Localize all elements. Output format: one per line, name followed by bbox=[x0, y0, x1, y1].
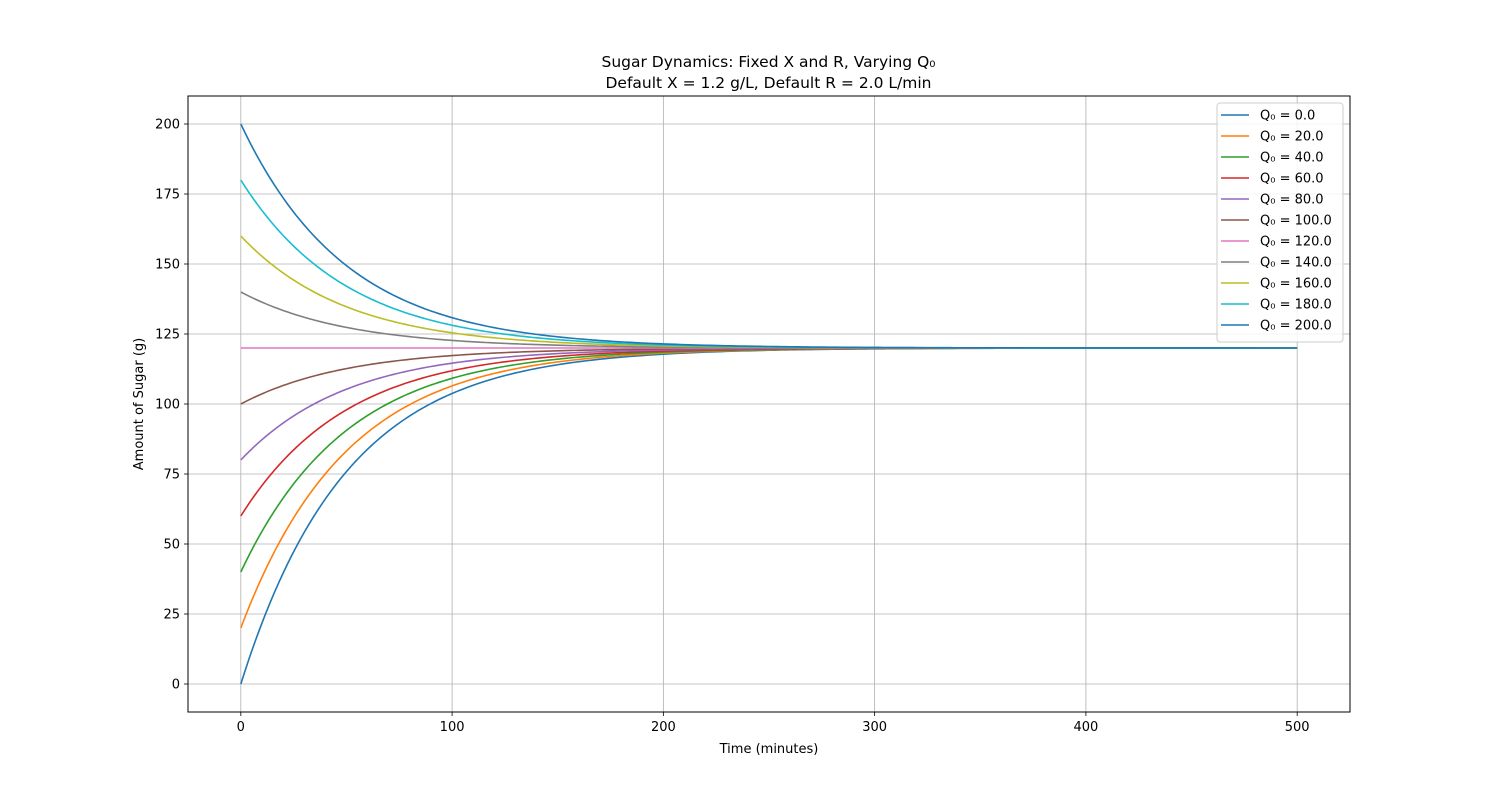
legend-label: Q₀ = 60.0 bbox=[1260, 172, 1324, 187]
legend: Q₀ = 0.0 Q₀ = 20.0 Q₀ = 40.0 Q₀ = 60.0 Q₀ = … bbox=[1216, 102, 1344, 343]
y-tick-label: 50 bbox=[163, 538, 180, 553]
y-tick-label: 175 bbox=[155, 188, 180, 203]
y-tick-label: 0 bbox=[172, 678, 180, 693]
chart-title: Sugar Dynamics: Fixed X and R, Varying Q… bbox=[602, 53, 936, 71]
y-tick-label: 125 bbox=[155, 328, 180, 343]
axis-ticks: 0 100 200 300 400 500 0 25 50 75 100 125 150 175 200 bbox=[155, 118, 1309, 736]
x-tick-label: 200 bbox=[651, 720, 676, 735]
x-tick-label: 500 bbox=[1285, 720, 1310, 735]
y-tick-label: 150 bbox=[155, 258, 180, 273]
legend-label: Q₀ = 140.0 bbox=[1260, 256, 1332, 271]
y-tick-label: 75 bbox=[163, 468, 180, 483]
series-line bbox=[240, 235, 1298, 349]
legend-label: Q₀ = 200.0 bbox=[1260, 319, 1332, 334]
y-tick-label: 200 bbox=[155, 118, 180, 133]
series-line bbox=[240, 291, 1298, 349]
chart-subtitle: Default X = 1.2 g/L, Default R = 2.0 L/m… bbox=[606, 74, 932, 92]
legend-label: Q₀ = 40.0 bbox=[1260, 151, 1324, 166]
series-lines bbox=[240, 123, 1298, 685]
series-line bbox=[240, 347, 1298, 629]
series-line bbox=[240, 347, 1298, 405]
legend-label: Q₀ = 0.0 bbox=[1260, 109, 1315, 124]
series-line bbox=[240, 123, 1298, 349]
legend-label: Q₀ = 20.0 bbox=[1260, 130, 1324, 145]
y-tick-label: 100 bbox=[155, 398, 180, 413]
series-line bbox=[240, 347, 1298, 573]
x-tick-label: 0 bbox=[237, 720, 245, 735]
grid bbox=[188, 96, 1350, 712]
y-tick-label: 25 bbox=[163, 608, 180, 623]
legend-label: Q₀ = 120.0 bbox=[1260, 235, 1332, 250]
y-axis-label: Amount of Sugar (g) bbox=[132, 338, 147, 470]
legend-label: Q₀ = 100.0 bbox=[1260, 214, 1332, 229]
legend-label: Q₀ = 80.0 bbox=[1260, 193, 1324, 208]
x-tick-label: 400 bbox=[1073, 720, 1098, 735]
legend-label: Q₀ = 180.0 bbox=[1260, 298, 1332, 313]
x-tick-label: 100 bbox=[440, 720, 465, 735]
x-tick-label: 300 bbox=[862, 720, 887, 735]
legend-label: Q₀ = 160.0 bbox=[1260, 277, 1332, 292]
x-axis-label: Time (minutes) bbox=[719, 742, 819, 757]
